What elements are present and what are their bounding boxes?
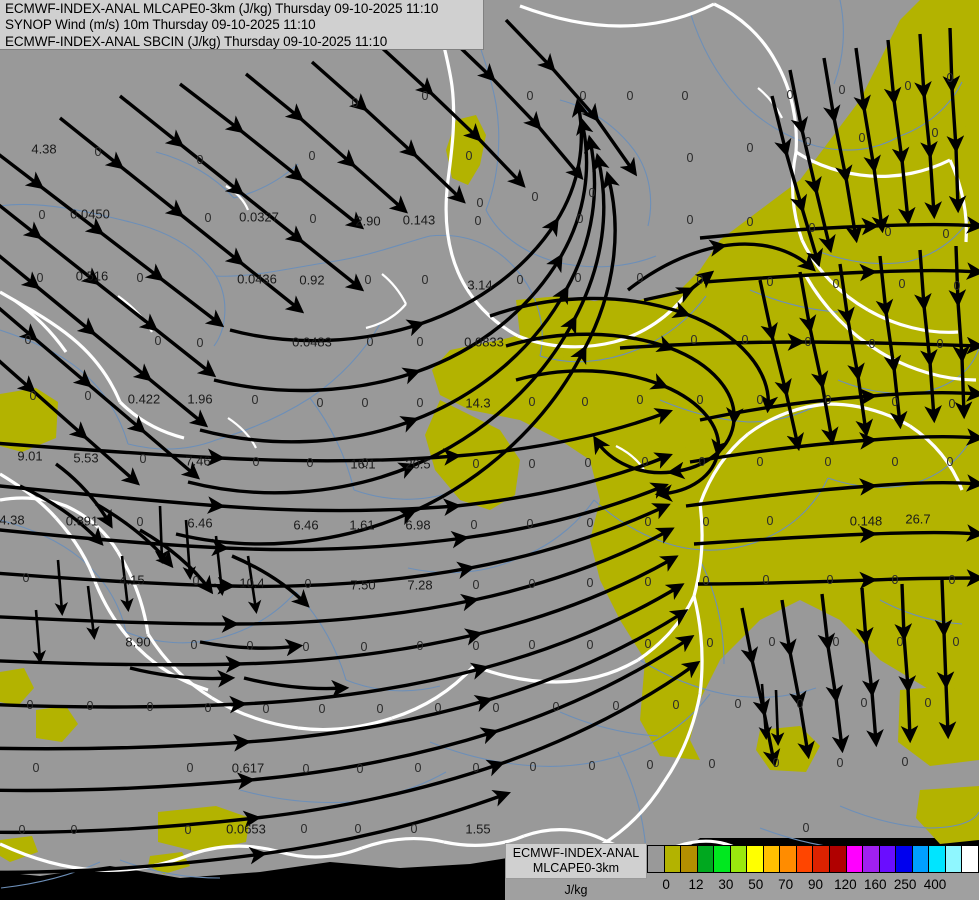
legend-title-line-1: ECMWF-INDEX-ANAL: [512, 846, 640, 860]
legend-swatch-9: [796, 846, 814, 872]
legend-swatch-2: [681, 846, 698, 872]
legend-swatch-17: [929, 846, 946, 872]
legend-swatch-8: [780, 846, 797, 872]
legend-tick-250: 250: [893, 877, 917, 892]
legend-color-bar: [647, 845, 979, 873]
header-line-1: ECMWF-INDEX-ANAL MLCAPE0-3km (J/kg) Thur…: [5, 1, 439, 16]
legend-swatch-0: [648, 846, 665, 872]
legend-swatch-16: [912, 846, 930, 872]
legend-swatch-19: [962, 846, 978, 872]
legend-swatch-11: [830, 846, 847, 872]
legend-swatch-5: [730, 846, 748, 872]
legend-tick-0: 0: [662, 877, 670, 892]
legend-title-box: ECMWF-INDEX-ANAL MLCAPE0-3km: [505, 843, 647, 879]
legend-swatch-6: [747, 846, 764, 872]
legend-swatch-10: [813, 846, 831, 872]
legend-tick-90: 90: [807, 877, 823, 892]
legend-swatch-4: [714, 846, 731, 872]
legend-tick-120: 120: [834, 877, 857, 892]
legend-tick-30: 30: [718, 877, 734, 892]
legend-swatch-12: [846, 846, 864, 872]
legend-swatch-1: [664, 846, 682, 872]
header-line-3: ECMWF-INDEX-ANAL SBCIN (J/kg) Thursday 0…: [5, 33, 388, 49]
legend-tick-12: 12: [688, 877, 704, 892]
legend-unit-row: J/kg: [505, 879, 647, 900]
legend-swatch-13: [863, 846, 880, 872]
header-line-2: SYNOP Wind (m/s) 10m Thursday 09-10-2025…: [5, 17, 316, 33]
legend-title-line-2: MLCAPE0-3km: [532, 861, 620, 875]
legend-tick-70: 70: [778, 877, 794, 892]
legend-unit-label: J/kg: [564, 882, 588, 897]
legend-swatch-3: [697, 846, 715, 872]
legend-swatch-14: [879, 846, 897, 872]
legend-tick-labels: 0 12 30 50 70 90 120 160 250 400: [647, 873, 979, 900]
legend-swatch-18: [945, 846, 963, 872]
legend-tick-50: 50: [748, 877, 764, 892]
legend-swatch-7: [763, 846, 781, 872]
colorbar-legend: ECMWF-INDEX-ANAL MLCAPE0-3km J/kg 0 12 30 5…: [505, 843, 979, 900]
legend-tick-400: 400: [923, 877, 947, 892]
legend-tick-160: 160: [863, 877, 887, 892]
legend-swatch-15: [896, 846, 913, 872]
map-header-box: ECMWF-INDEX-ANAL MLCAPE0-3km (J/kg) Thur…: [0, 0, 484, 50]
